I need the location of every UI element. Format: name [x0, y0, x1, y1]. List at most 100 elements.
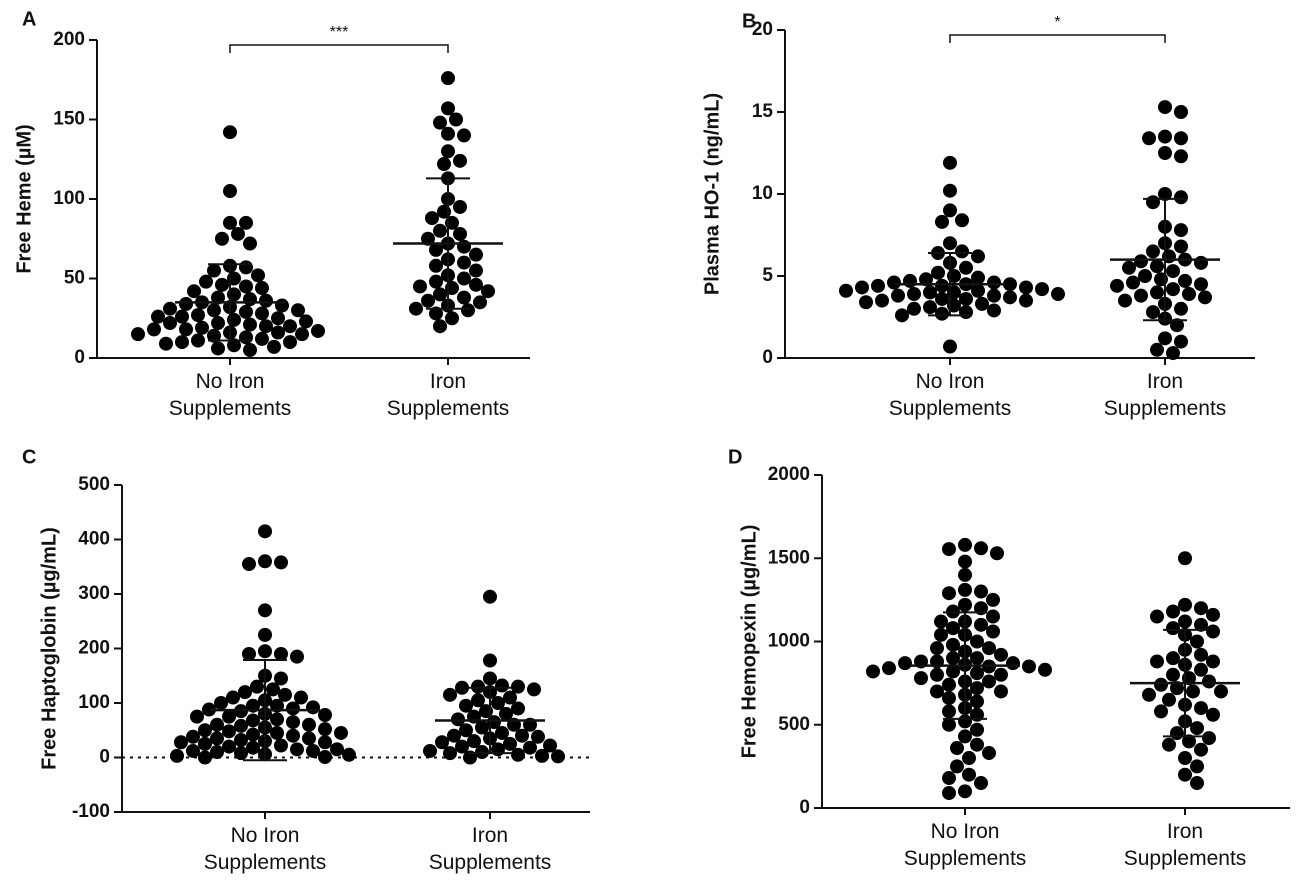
- dot: [955, 244, 969, 259]
- dot: [441, 71, 455, 86]
- dot: [491, 696, 505, 710]
- y-tick-label: 0: [799, 797, 810, 818]
- dot: [942, 691, 956, 706]
- dot: [234, 733, 248, 748]
- dot: [271, 325, 285, 340]
- y-tick-label: 1000: [768, 631, 810, 652]
- dot: [1174, 239, 1188, 254]
- dot: [958, 537, 972, 552]
- dot: [246, 740, 260, 755]
- dot: [211, 341, 225, 356]
- dot: [919, 272, 933, 287]
- dot: [1110, 278, 1124, 293]
- dot: [1170, 318, 1184, 333]
- panel-label: B: [742, 10, 756, 32]
- dot: [190, 709, 204, 724]
- dot: [1202, 674, 1216, 689]
- dot: [943, 203, 957, 218]
- dot: [409, 301, 423, 316]
- dot: [1166, 651, 1180, 666]
- dot: [1202, 731, 1216, 746]
- dot: [267, 339, 281, 354]
- dot: [250, 679, 264, 694]
- y-tick-label: 500: [778, 714, 810, 735]
- dot: [222, 724, 236, 739]
- significance-label: *: [1054, 14, 1060, 31]
- dot: [1003, 277, 1017, 292]
- dot: [1174, 301, 1188, 316]
- significance-bracket: [949, 34, 1166, 43]
- dot: [898, 656, 912, 671]
- x-tick-label: Iron Supplements: [386, 370, 510, 421]
- dot: [199, 274, 213, 289]
- dot: [258, 603, 272, 618]
- dot: [515, 728, 529, 743]
- dot: [469, 247, 483, 262]
- dot: [186, 743, 200, 758]
- y-tick-label: 50: [64, 268, 85, 289]
- dot: [959, 260, 973, 275]
- dot: [330, 742, 344, 757]
- x-tick-label: Iron Supplements: [428, 824, 552, 875]
- dot: [1190, 776, 1204, 791]
- dot: [930, 641, 944, 656]
- dot: [246, 713, 260, 728]
- dot: [433, 223, 447, 238]
- dot: [994, 684, 1008, 699]
- y-tick-label: 0: [99, 747, 110, 768]
- dot: [311, 323, 325, 338]
- dot: [1214, 684, 1228, 699]
- dot: [970, 681, 984, 696]
- dot: [453, 199, 467, 214]
- dot: [239, 260, 253, 275]
- dot: [1194, 647, 1208, 662]
- dot: [1154, 677, 1168, 692]
- dot: [210, 717, 224, 732]
- dot: [942, 717, 956, 732]
- dot: [195, 320, 209, 335]
- dot: [429, 274, 443, 289]
- dot: [255, 331, 269, 346]
- dot: [934, 614, 948, 629]
- dot: [147, 322, 161, 337]
- dot: [457, 255, 471, 270]
- dot: [223, 125, 237, 140]
- dot: [179, 296, 193, 311]
- dot: [1142, 131, 1156, 146]
- panel-label: C: [22, 446, 36, 468]
- dot: [1134, 254, 1148, 269]
- dot: [475, 745, 489, 760]
- dot: [982, 641, 996, 656]
- dot: [286, 728, 300, 743]
- dot: [903, 273, 917, 288]
- y-tick-label: 400: [78, 529, 110, 550]
- dot: [958, 567, 972, 582]
- dot: [1178, 767, 1192, 782]
- dot: [174, 735, 188, 750]
- dot: [342, 747, 356, 762]
- dot: [882, 661, 896, 676]
- dot: [231, 226, 245, 241]
- dot: [1158, 331, 1172, 346]
- dot: [198, 750, 212, 765]
- dot: [191, 333, 205, 348]
- dot: [1174, 190, 1188, 205]
- dot: [1158, 100, 1172, 115]
- dot: [1174, 149, 1188, 164]
- dot: [238, 685, 252, 700]
- dot: [258, 644, 272, 659]
- dot: [1178, 751, 1192, 766]
- y-tick-label: 200: [53, 29, 85, 50]
- dot: [455, 680, 469, 695]
- dot: [270, 725, 284, 740]
- dot: [986, 592, 1000, 607]
- dot: [274, 555, 288, 570]
- dot: [971, 283, 985, 298]
- dot: [1003, 290, 1017, 305]
- y-tick-label: 500: [78, 474, 110, 495]
- dot: [1051, 287, 1065, 302]
- dot: [286, 701, 300, 716]
- y-tick-label: 2000: [768, 464, 810, 485]
- dot: [907, 287, 921, 302]
- dot: [423, 743, 437, 758]
